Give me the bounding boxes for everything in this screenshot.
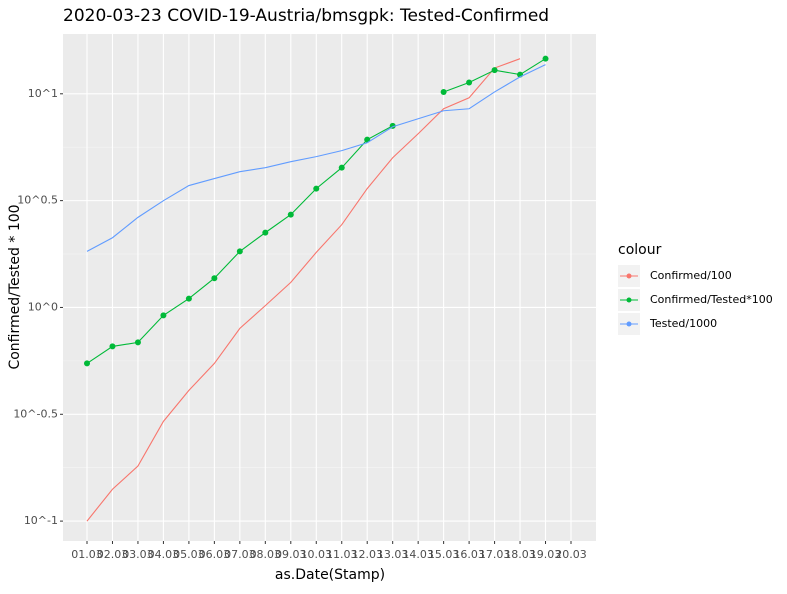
legend-label: Tested/1000	[649, 317, 717, 330]
series-line	[86, 58, 521, 522]
marks	[84, 55, 549, 522]
x-tick-label: 09.03	[275, 548, 307, 561]
x-tick-label: 04.03	[148, 548, 180, 561]
data-point	[313, 185, 320, 192]
legend-label: Confirmed/100	[650, 269, 732, 282]
data-point	[262, 229, 269, 236]
x-tick-label: 03.03	[122, 548, 154, 561]
x-tick-label: 13.03	[377, 548, 409, 561]
y-tick-label: 10^0.5	[17, 194, 58, 207]
x-tick-label: 07.03	[224, 548, 256, 561]
x-tick-label: 17.03	[479, 548, 511, 561]
data-point	[338, 164, 345, 171]
grid	[63, 34, 596, 541]
data-point	[236, 248, 243, 255]
data-point	[542, 55, 549, 62]
series-line	[86, 64, 546, 252]
data-point	[185, 295, 192, 302]
x-tick-label: 01.03	[71, 548, 103, 561]
x-tick-label: 08.03	[250, 548, 282, 561]
chart-title: 2020-03-23 COVID-19-Austria/bmsgpk: Test…	[63, 6, 549, 26]
x-tick-label: 12.03	[351, 548, 383, 561]
data-point	[364, 136, 371, 143]
data-point	[287, 211, 294, 218]
y-tick-label: 10^0	[28, 300, 58, 313]
legend-title: colour	[618, 242, 662, 258]
data-point	[84, 360, 90, 367]
data-point	[211, 275, 218, 282]
legend-point	[626, 321, 632, 327]
data-point	[160, 312, 167, 319]
x-tick-label: 15.03	[428, 548, 460, 561]
y-tick-label: 10^-0.5	[13, 407, 58, 420]
x-tick-label: 05.03	[173, 548, 205, 561]
x-tick-label: 02.03	[97, 548, 129, 561]
x-tick-label: 16.03	[453, 548, 485, 561]
x-tick-label: 11.03	[326, 548, 358, 561]
data-point	[491, 67, 498, 74]
data-point	[109, 343, 116, 350]
y-axis-title: Confirmed/Tested * 100	[7, 204, 23, 369]
x-tick-label: 20.03	[555, 548, 587, 561]
x-tick-label: 19.03	[530, 548, 562, 561]
data-point	[466, 79, 473, 86]
y-tick-label: 10^1	[28, 87, 58, 100]
y-tick-label: 10^-1	[24, 514, 58, 527]
x-tick-label: 14.03	[402, 548, 434, 561]
data-point	[440, 88, 447, 95]
x-axis-title: as.Date(Stamp)	[275, 567, 385, 583]
x-tick-label: 18.03	[504, 548, 536, 561]
x-tick-label: 10.03	[301, 548, 333, 561]
x-tick-label: 06.03	[199, 548, 231, 561]
data-point	[134, 339, 141, 346]
legend-point	[626, 273, 632, 279]
panel	[63, 34, 596, 541]
legend-point	[626, 297, 632, 303]
legend-label: Confirmed/Tested*100	[650, 293, 773, 306]
